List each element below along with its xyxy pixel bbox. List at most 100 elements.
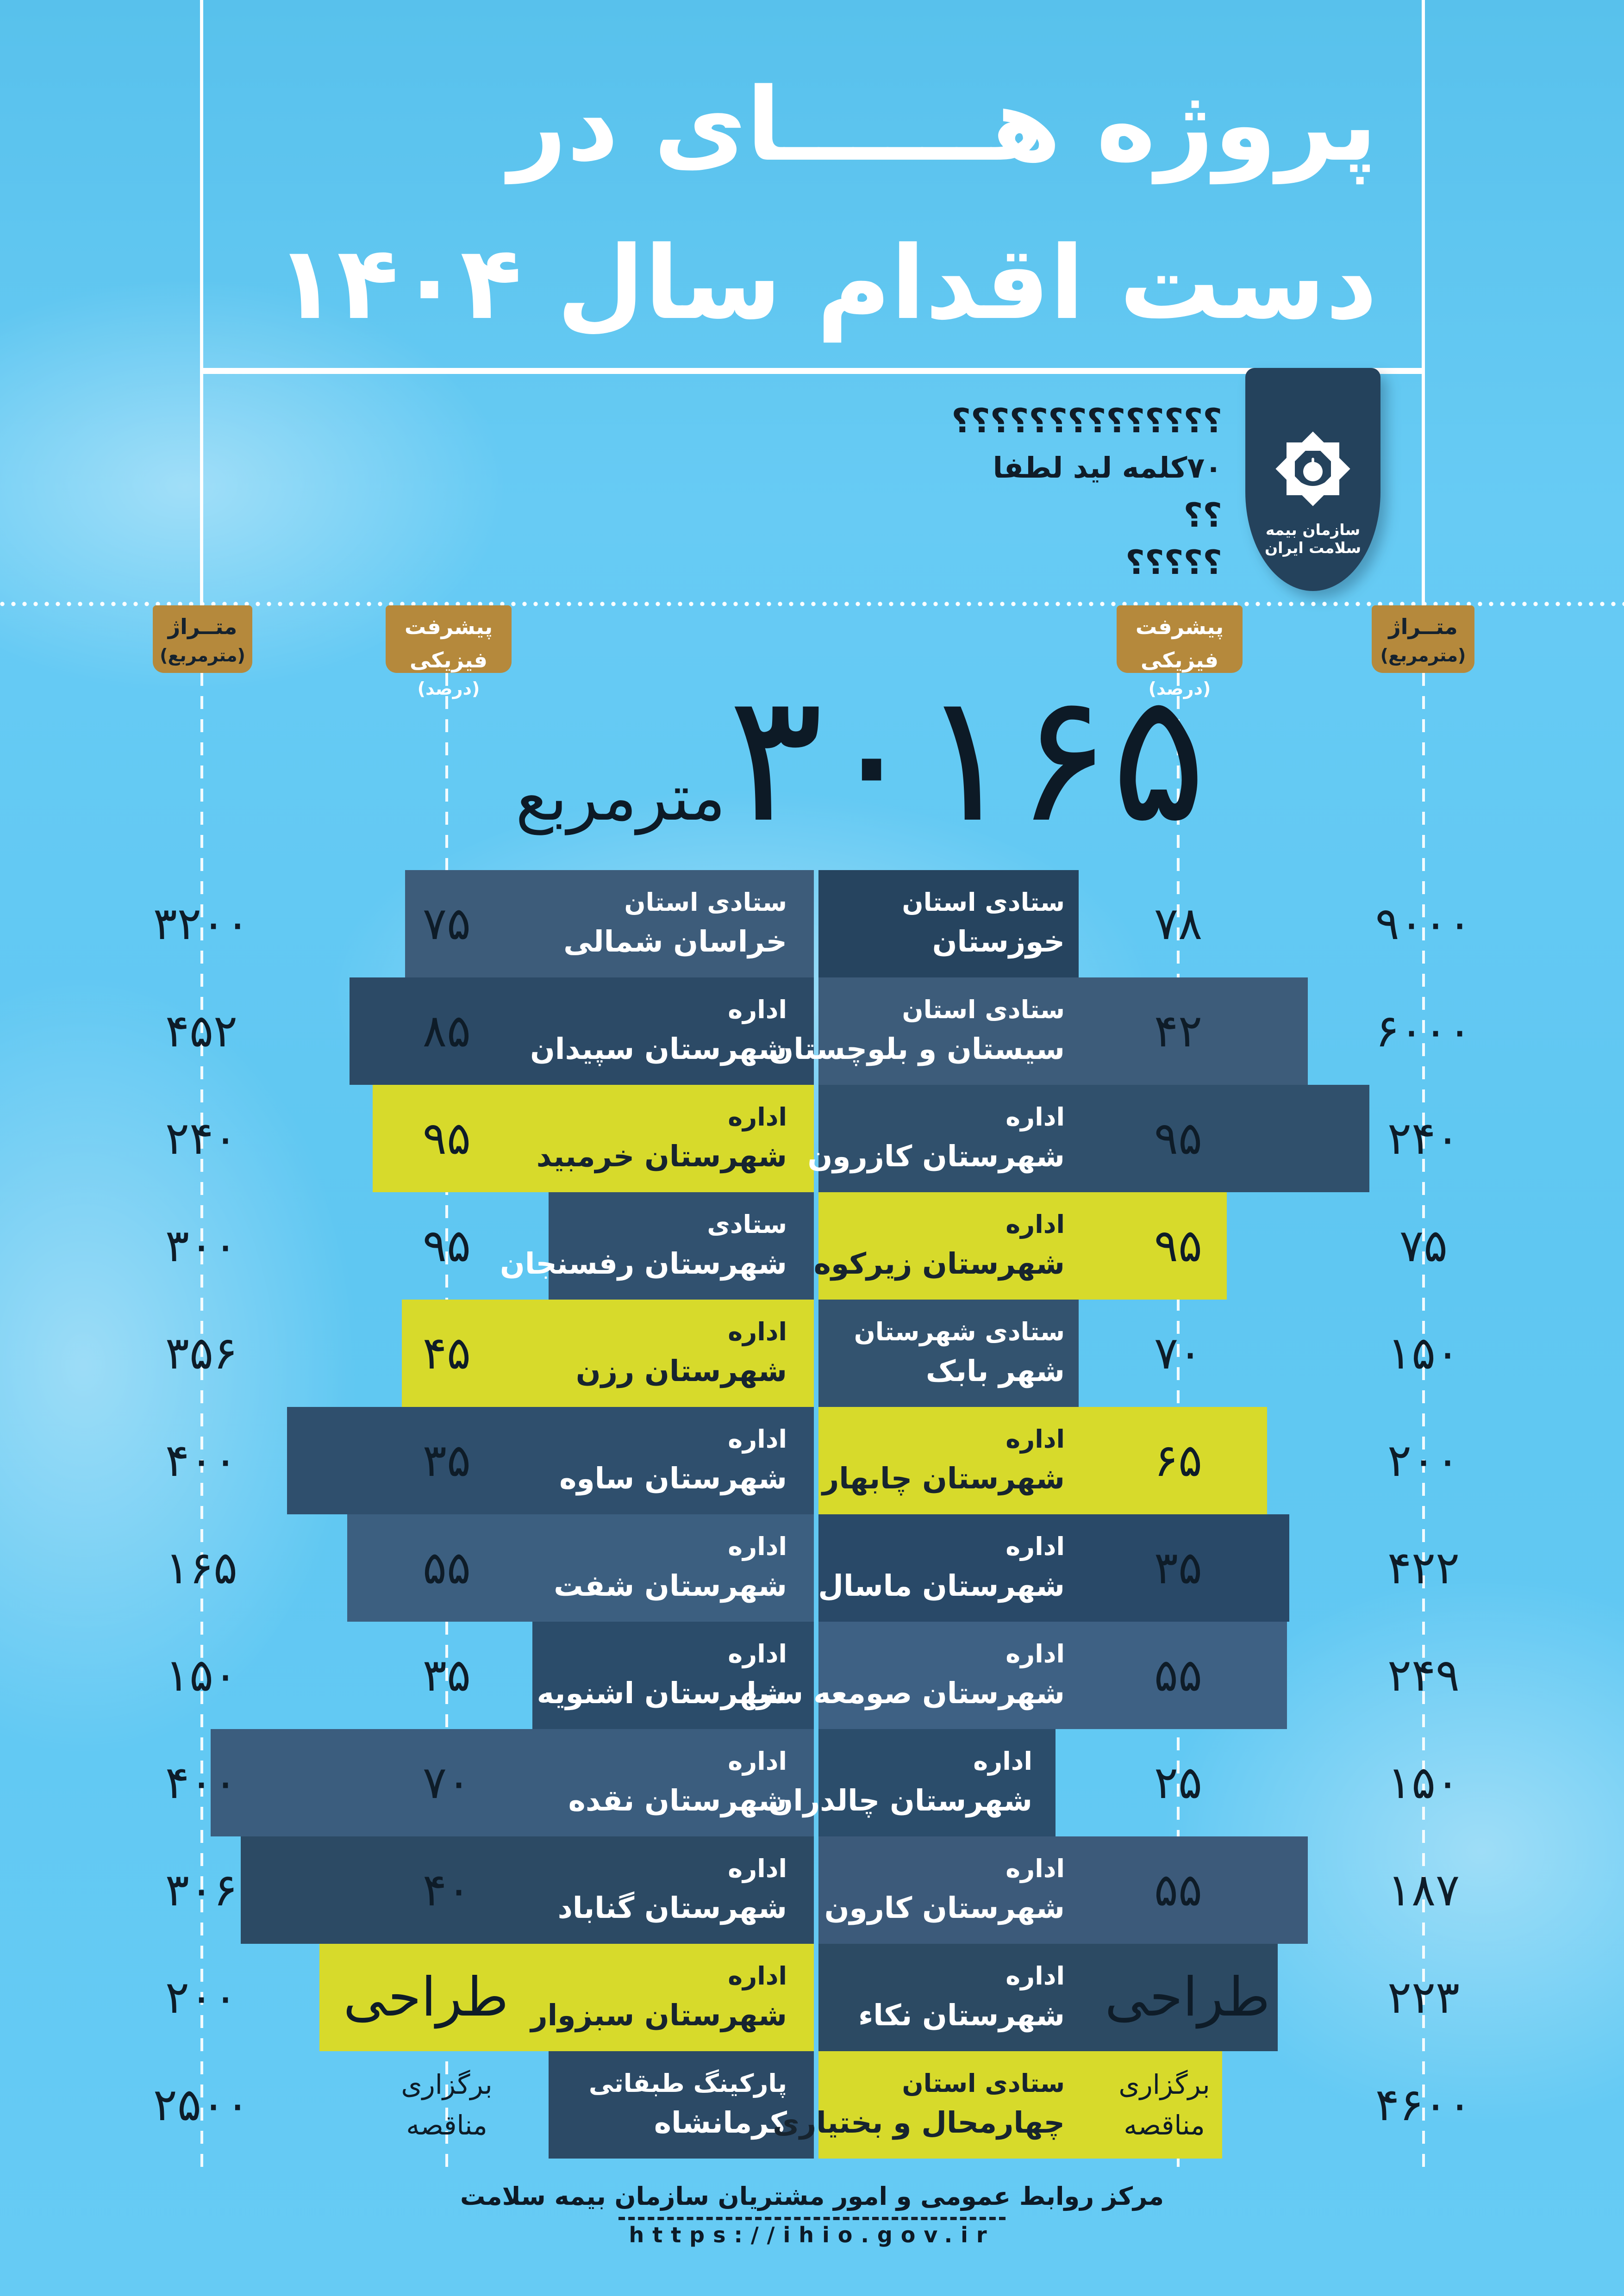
status-label: طراحی bbox=[343, 1966, 509, 2028]
project-org-type: اداره bbox=[728, 1639, 787, 1668]
area-value: ۹۰۰۰ bbox=[1375, 897, 1472, 950]
project-name-text: شهرستان نکاء bbox=[858, 1998, 1065, 2032]
project-name-text: کرمانشاه bbox=[654, 2106, 787, 2140]
project-name-text: شهرستان سبزوار bbox=[531, 1998, 787, 2032]
status-label: برگزاری مناقصه bbox=[340, 2051, 553, 2146]
project-name: اداره شهرستان نقده bbox=[568, 1743, 787, 1822]
project-name-text: شهرستان گناباد bbox=[557, 1891, 787, 1925]
project-name: اداره شهرستان کازرون bbox=[807, 1099, 1065, 1177]
logo-ribbon: سازمان بیمه سلامت ایران bbox=[1245, 368, 1380, 591]
project-name-text: شهرستان شفت bbox=[554, 1569, 787, 1603]
progress-value: ۴۲ bbox=[1154, 1005, 1203, 1057]
project-org-type: اداره bbox=[1006, 1639, 1065, 1668]
project-bar bbox=[818, 1407, 1267, 1514]
area-value: ۲۴۰ bbox=[1387, 1112, 1460, 1164]
project-name: ستادی استان چهارمحال و بختیاری bbox=[773, 2065, 1065, 2144]
project-org-type: ستادی استان bbox=[902, 995, 1065, 1024]
project-name: ستادی استان خراسان شمالی bbox=[563, 884, 787, 963]
project-bar bbox=[211, 1729, 814, 1836]
health-insurance-logo-icon bbox=[1275, 431, 1350, 506]
status-line: مناقصه bbox=[1124, 2109, 1205, 2141]
project-name-text: شهرستان ماسال bbox=[818, 1569, 1065, 1603]
project-name: اداره شهرستان نکاء bbox=[858, 1958, 1065, 2036]
project-name: اداره شهرستان ماسال bbox=[818, 1528, 1065, 1607]
area-value: ۲۲۳ bbox=[1387, 1971, 1460, 2023]
project-name-text: شهرستان سپیدان bbox=[530, 1032, 787, 1066]
project-name-text: شهرستان رفسنجان bbox=[500, 1247, 787, 1281]
progress-value: ۴۵ bbox=[422, 1327, 471, 1379]
project-name-text: شهرستان ساوه bbox=[559, 1462, 787, 1495]
project-bar bbox=[347, 1514, 814, 1622]
project-name-text: شهرستان کارون bbox=[824, 1891, 1065, 1925]
header-badge-area-right: متــراژ (مترمربع) bbox=[1372, 605, 1474, 673]
header-badge-progress-left: پیشرفت فیزیکی (درصد) bbox=[386, 605, 512, 699]
project-name-text: شهرستان خرمبید bbox=[536, 1139, 787, 1173]
area-value: ۲۴۰ bbox=[165, 1112, 238, 1164]
project-name: اداره شهرستان کارون bbox=[824, 1850, 1065, 1929]
status-line: برگزاری bbox=[1118, 2069, 1210, 2100]
area-value: ۳۰۰ bbox=[165, 1220, 238, 1272]
project-org-type: اداره bbox=[728, 1961, 787, 1991]
lead-line: ؟؟؟؟؟ bbox=[1125, 543, 1222, 582]
project-org-type: ستادی استان bbox=[902, 888, 1065, 917]
progress-value: ۹۵ bbox=[1154, 1112, 1203, 1164]
status-label: طراحی bbox=[1105, 1966, 1270, 2028]
project-name-text: شهرستان چالدران bbox=[768, 1784, 1032, 1817]
project-name-text: شهرستان زیرکوه bbox=[813, 1247, 1065, 1281]
project-org-type: اداره bbox=[1006, 1854, 1065, 1883]
area-value: ۲۴۹ bbox=[1387, 1649, 1460, 1701]
project-bar bbox=[319, 1944, 814, 2051]
area-value: ۲۰۰ bbox=[165, 1971, 238, 2023]
page-title-line-1: پروژه هــــــای در bbox=[508, 67, 1378, 184]
footer: مرکز روابط عمومی و امور مشتریان سازمان ب… bbox=[0, 2182, 1624, 2211]
progress-value: ۷۰ bbox=[1154, 1327, 1203, 1379]
status-line: برگزاری bbox=[401, 2069, 493, 2100]
project-name: اداره شهرستان ساوه bbox=[559, 1421, 787, 1500]
project-name-text: شهرستان اشنویه bbox=[537, 1676, 787, 1710]
progress-value: ۴۰ bbox=[422, 1864, 471, 1916]
progress-value: ۹۵ bbox=[422, 1220, 471, 1272]
project-name: ستادی استان سیستان و بلوچستان bbox=[769, 991, 1065, 1070]
project-name: پارکینگ طبقاتی کرمانشاه bbox=[589, 2065, 787, 2144]
area-value: ۴۶۰۰ bbox=[1375, 2078, 1472, 2131]
project-org-type: اداره bbox=[728, 1102, 787, 1132]
progress-value: ۳۵ bbox=[422, 1434, 471, 1487]
project-org-type: اداره bbox=[1006, 1210, 1065, 1239]
progress-value: ۲۵ bbox=[1154, 1756, 1203, 1809]
project-name-text: شهر بابک bbox=[925, 1354, 1065, 1388]
project-name: اداره شهرستان چالدران bbox=[768, 1743, 1032, 1822]
area-value: ۴۲۲ bbox=[1387, 1542, 1460, 1594]
project-org-type: اداره bbox=[1006, 1425, 1065, 1454]
area-value: ۱۵۰ bbox=[1387, 1327, 1460, 1379]
total-area-unit: مترمربع bbox=[515, 760, 726, 835]
project-org-type: ستادی شهرستان bbox=[854, 1317, 1065, 1346]
area-value: ۴۰۰ bbox=[165, 1756, 238, 1809]
area-value: ۷۵ bbox=[1399, 1220, 1448, 1272]
project-org-type: اداره bbox=[728, 995, 787, 1024]
project-name: ستادی استان خوزستان bbox=[902, 884, 1065, 963]
project-org-type: پارکینگ طبقاتی bbox=[588, 2069, 787, 2098]
progress-value: ۸۵ bbox=[422, 1005, 471, 1057]
project-bar bbox=[818, 977, 1308, 1085]
project-name: ستادی شهرستان شهر بابک bbox=[854, 1313, 1065, 1392]
project-name: اداره شهرستان زیرکوه bbox=[814, 1206, 1065, 1285]
area-value: ۱۵۰ bbox=[165, 1649, 238, 1701]
area-value: ۳۵۶ bbox=[165, 1327, 238, 1379]
progress-value: ۳۵ bbox=[1154, 1542, 1203, 1594]
project-bar bbox=[818, 1836, 1308, 1944]
project-bar bbox=[241, 1836, 814, 1944]
project-org-type: ستادی استان bbox=[902, 2069, 1065, 2098]
lead-placeholder-block: ؟؟؟؟؟؟؟؟؟؟؟؟؟؟ ۷۰کلمه لید لطفا ؟؟ ؟؟؟؟؟ bbox=[951, 397, 1222, 586]
project-bar bbox=[818, 2051, 1222, 2159]
project-name: اداره شهرستان اشنویه bbox=[537, 1636, 787, 1714]
project-bar bbox=[818, 1300, 1079, 1407]
project-bar bbox=[402, 1300, 814, 1407]
progress-value: ۶۵ bbox=[1154, 1434, 1203, 1487]
project-name: اداره شهرستان صومعه سرا bbox=[746, 1636, 1065, 1714]
project-org-type: ستادی استان bbox=[624, 888, 787, 917]
project-org-type: اداره bbox=[1006, 1961, 1065, 1991]
project-name-text: شهرستان صومعه سرا bbox=[746, 1676, 1065, 1710]
footer-dashed-rule bbox=[618, 2217, 1006, 2220]
progress-value: ۷۵ bbox=[422, 897, 471, 950]
